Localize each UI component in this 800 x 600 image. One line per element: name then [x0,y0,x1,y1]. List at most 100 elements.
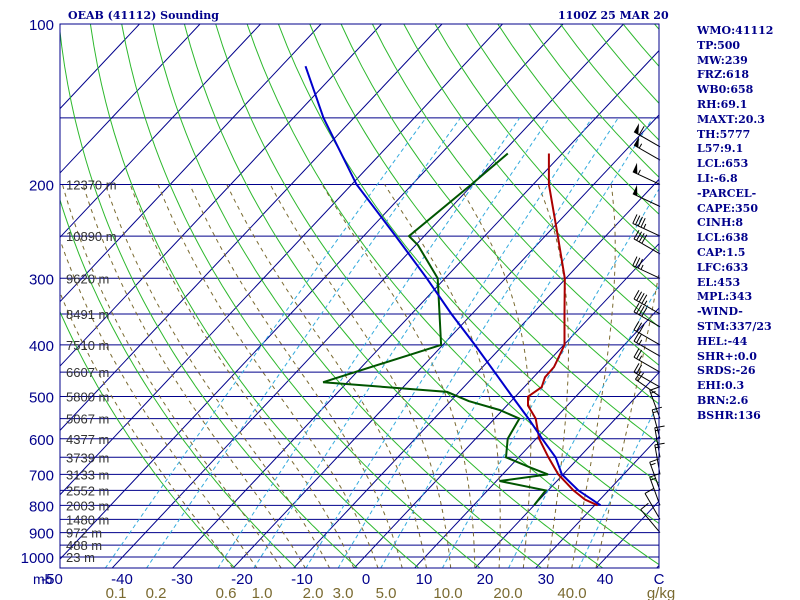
stat-row: BRN:2.6 [697,393,749,407]
stat-row: LFC:633 [697,260,749,274]
stat-row: CAP:1.5 [697,245,746,259]
wind-barb-half-flag [643,300,648,306]
stat-row: EHI:0.3 [697,379,745,393]
wind-barb-flag [641,234,648,244]
moist-adiabat [82,184,306,568]
dry-adiabat [277,24,659,484]
stat-row: LCL:638 [697,231,749,245]
mixing-ratio-label: 20.0 [493,585,522,600]
temperature-tick-label: -10 [291,571,313,588]
wind-barb-flag [638,293,645,303]
stat-row: TP:500 [697,38,741,52]
wind-barb [632,256,661,279]
stat-row: SRDS:-26 [697,364,756,378]
wind-barb-pennant [632,184,638,196]
stat-row: CAPE:350 [697,201,758,215]
wind-barb [632,214,661,237]
wind-barb [633,290,661,315]
wind-barb-staff [644,493,661,520]
moist-adiabat [189,184,403,568]
wind-barb [654,442,665,475]
wind-barb-flag [636,349,643,359]
stat-row: FRZ:618 [697,68,750,82]
wind-barb-staff [633,144,661,161]
wind-barb-flag [649,386,660,391]
isotherm-line [111,24,624,568]
stat-row: -WIND- [697,305,743,319]
moist-adiabat [384,184,501,568]
wind-barb [640,502,661,533]
moist-adiabat [595,269,659,568]
wind-barb-staff [649,462,661,491]
wind-barb-half-flag [650,477,656,481]
stat-row: MAXT:20.3 [697,112,765,126]
height-label: 12370 m [66,177,117,192]
wind-barb-half-flag [637,169,641,175]
isotherm-line [60,24,564,560]
dry-adiabat [60,27,359,568]
dry-adiabat [183,24,604,568]
wind-barb-flag [640,502,649,510]
mixing-ratio-line [104,117,427,568]
wind-barb-flag [644,487,654,494]
wind-barb-half-flag [650,391,656,394]
wind-barb-flag [633,302,640,313]
dry-adiabat [152,24,543,568]
wind-barb [633,302,661,328]
pressure-tick-label: 200 [29,177,54,194]
temperature-tick-label: 0 [362,571,370,588]
wind-barb-flag [634,370,642,380]
wind-barb-flag [640,217,646,228]
moist-adiabat [60,238,258,568]
wind-barb-flag [649,473,660,478]
mixing-ratio-label: 2.0 [303,585,324,600]
wind-barb [633,230,661,255]
wind-barb-staff [633,311,661,328]
wind-barb [633,320,661,346]
moist-adiabat [60,291,234,568]
pressure-tick-label: 100 [29,17,54,34]
pressure-tick-label: 900 [29,526,54,543]
stat-row: LI:-6.8 [697,171,738,185]
wind-barb-flag [633,230,640,240]
stat-row: MW:239 [697,53,748,67]
wind-barb-flag [633,332,640,342]
wind-barb-staff [633,298,661,315]
moist-adiabat [571,184,616,568]
wind-barb-flag [638,323,645,334]
dewpoint-profile [322,152,549,506]
stat-row: SHR+:0.0 [697,349,757,363]
wind-barb-flag [638,305,645,316]
height-label: 3133 m [66,467,109,482]
dry-adiabat [340,24,659,405]
station-title: OEAB (41112) Sounding [68,9,219,22]
dry-adiabat [60,310,236,568]
wind-barb-half-flag [640,264,644,270]
isotherm-line [60,24,443,432]
pressure-tick-label: 500 [29,390,54,407]
mixing-ratio-label: g/kg [647,585,675,600]
height-label: 6607 m [66,365,109,380]
wind-barb [632,184,661,207]
wind-barb-flag [636,364,643,374]
moist-adiabat [226,184,427,568]
stat-row: BSHR:136 [697,408,761,422]
pressure-tick-label: 600 [29,432,54,449]
stat-row: MPL:343 [697,290,753,304]
temperature-tick-label: -50 [41,571,63,588]
pressure-tick-label: 300 [29,271,54,288]
stat-row: L57:9.1 [697,142,744,156]
moist-adiabat [537,184,569,568]
dry-adiabat [309,24,659,444]
moist-adiabat [269,184,452,568]
dry-adiabat [465,24,659,253]
pressure-tick-label: 800 [29,498,54,515]
wind-barb-half-flag [638,355,643,361]
wind-barb-staff [633,238,661,255]
height-label: 4377 m [66,432,109,447]
wind-barb-pennant [634,136,639,148]
wind-barb-flag [637,372,645,382]
dry-adiabat [89,24,420,568]
height-label: 2003 m [66,498,109,513]
wind-barb [649,458,661,491]
